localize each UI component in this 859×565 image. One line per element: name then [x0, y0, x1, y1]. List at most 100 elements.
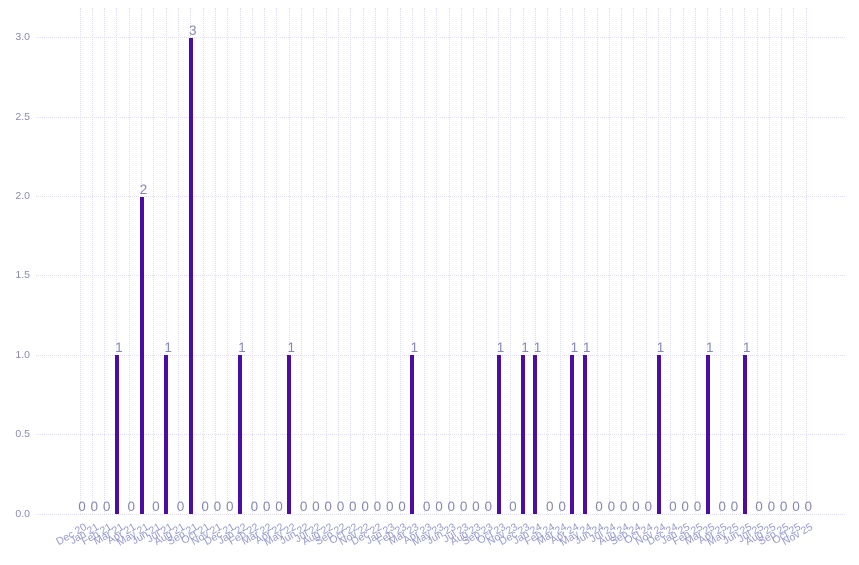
bar-value-label: 0 — [152, 499, 160, 514]
gridline-vertical — [670, 8, 672, 514]
bar-value-label: 0 — [312, 499, 320, 514]
gridline-vertical — [227, 8, 229, 514]
gridline-vertical — [731, 8, 733, 514]
gridline-vertical — [301, 8, 303, 514]
bar-value-label: 0 — [78, 499, 86, 514]
bar-value-label: 0 — [90, 499, 99, 514]
bar[interactable] — [188, 37, 193, 514]
bar-value-label: 0 — [336, 499, 345, 514]
bar-value-label: 0 — [595, 499, 603, 514]
bar-value-label: 0 — [447, 499, 456, 514]
bar-value-label: 1 — [582, 340, 591, 356]
bar-value-label: 1 — [521, 340, 529, 356]
bar-value-label: 0 — [176, 499, 185, 514]
bar-value-label: 0 — [804, 499, 813, 514]
gridline-vertical — [338, 8, 339, 514]
y-axis-tick-label: 2.0 — [15, 190, 30, 203]
gridline-vertical — [584, 8, 586, 514]
bar[interactable] — [287, 355, 292, 514]
gridline-vertical — [793, 8, 795, 514]
bar-value-label: 0 — [299, 499, 308, 514]
gridline-vertical — [682, 8, 684, 514]
bar-value-label: 0 — [693, 499, 702, 514]
y-axis-tick-label: 2.5 — [15, 110, 30, 123]
bar[interactable] — [570, 355, 575, 514]
gridline-vertical — [424, 8, 426, 514]
gridline-vertical — [177, 8, 179, 514]
gridline-vertical — [522, 8, 524, 514]
bar[interactable] — [705, 355, 710, 514]
gridline-vertical — [781, 8, 783, 514]
bar-value-label: 0 — [718, 499, 726, 514]
y-axis-tick-label: 1.0 — [15, 348, 30, 361]
bar[interactable] — [238, 355, 243, 514]
bar-value-label: 1 — [164, 340, 172, 356]
gridline-vertical — [719, 8, 721, 514]
gridline-vertical — [411, 8, 413, 514]
gridline-vertical — [79, 8, 81, 514]
bar-value-label: 0 — [681, 499, 689, 514]
gridline-vertical — [264, 8, 266, 514]
bar-value-label: 3 — [189, 22, 197, 38]
bar-value-label: 1 — [706, 340, 714, 356]
gridline-vertical — [559, 8, 561, 514]
bar-value-label: 0 — [669, 499, 677, 514]
gridline-vertical — [658, 8, 660, 514]
gridline-vertical — [276, 8, 278, 514]
bar-value-label: 0 — [422, 499, 431, 514]
bar-value-label: 0 — [349, 499, 357, 514]
bar-value-label: 0 — [213, 499, 222, 514]
bar[interactable] — [114, 355, 119, 514]
gridline-vertical — [608, 8, 610, 514]
gridline-vertical — [153, 8, 155, 514]
gridline-vertical — [436, 8, 438, 514]
bar-value-label: 0 — [459, 499, 468, 514]
gridline-vertical — [498, 8, 500, 514]
gridline-vertical — [633, 8, 635, 514]
bar-value-label: 0 — [767, 499, 776, 514]
bar-value-label: 1 — [410, 340, 419, 356]
bar-value-label: 0 — [484, 499, 492, 514]
bar-value-label: 0 — [250, 499, 259, 514]
gridline-vertical — [756, 8, 758, 514]
bar[interactable] — [582, 355, 587, 514]
bar-value-label: 0 — [472, 499, 480, 514]
bar[interactable] — [164, 355, 169, 514]
bar-value-label: 1 — [238, 340, 246, 356]
bar-value-label: 1 — [656, 340, 665, 356]
bar-value-label: 0 — [324, 499, 332, 514]
gridline-vertical — [768, 8, 770, 514]
bar[interactable] — [139, 196, 144, 514]
y-axis-tick-label: 0.0 — [15, 507, 30, 520]
gridline-horizontal — [36, 275, 845, 277]
bar[interactable] — [533, 355, 538, 514]
bar[interactable] — [656, 355, 661, 514]
bar-value-label: 0 — [509, 499, 517, 514]
bar[interactable] — [742, 355, 747, 514]
gridline-vertical — [313, 8, 315, 514]
gridline-vertical — [239, 8, 241, 514]
bar-value-label: 0 — [792, 499, 800, 514]
bar[interactable] — [521, 355, 526, 514]
gridline-horizontal — [36, 513, 845, 515]
bar-value-label: 0 — [398, 499, 406, 514]
gridline-horizontal — [36, 196, 845, 198]
gridline-vertical — [485, 8, 487, 514]
gridline-vertical — [695, 8, 696, 514]
gridline-vertical — [374, 8, 376, 514]
bar-value-label: 1 — [287, 340, 296, 356]
gridline-vertical — [473, 8, 475, 514]
gridline-horizontal — [36, 37, 845, 39]
gridline-vertical — [202, 8, 204, 514]
bar[interactable] — [496, 355, 501, 514]
bar-value-label: 0 — [730, 499, 739, 514]
gridline-vertical — [251, 8, 253, 514]
bar-value-label: 0 — [779, 499, 788, 514]
bar-value-label: 0 — [644, 499, 652, 514]
bar-value-label: 0 — [225, 499, 234, 514]
bar[interactable] — [410, 355, 415, 514]
gridline-vertical — [571, 8, 573, 514]
bar-value-label: 0 — [361, 499, 369, 514]
